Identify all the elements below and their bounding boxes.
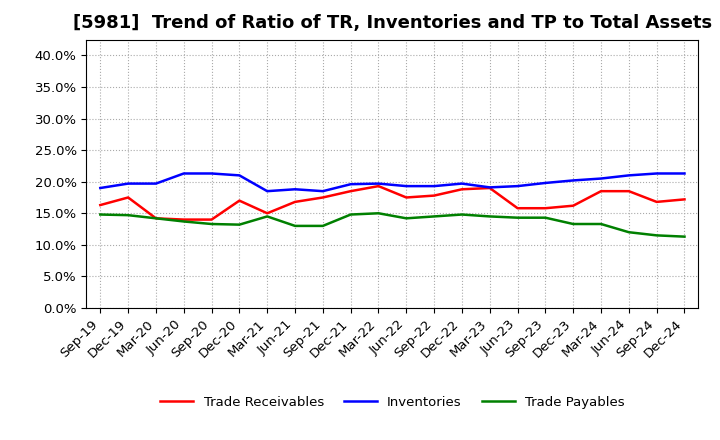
Trade Receivables bbox=[680, 197, 689, 202]
Inventories bbox=[402, 183, 410, 189]
Trade Receivables bbox=[374, 183, 383, 189]
Trade Payables bbox=[124, 213, 132, 218]
Inventories bbox=[485, 185, 494, 190]
Trade Receivables bbox=[152, 216, 161, 221]
Inventories bbox=[374, 181, 383, 186]
Trade Receivables bbox=[624, 188, 633, 194]
Trade Payables bbox=[680, 234, 689, 239]
Inventories bbox=[680, 171, 689, 176]
Trade Payables bbox=[235, 222, 243, 227]
Trade Payables bbox=[652, 233, 661, 238]
Inventories bbox=[207, 171, 216, 176]
Inventories bbox=[346, 182, 355, 187]
Trade Receivables bbox=[291, 199, 300, 205]
Trade Receivables bbox=[430, 193, 438, 198]
Trade Payables bbox=[96, 212, 104, 217]
Trade Payables bbox=[263, 214, 271, 219]
Title: [5981]  Trend of Ratio of TR, Inventories and TP to Total Assets: [5981] Trend of Ratio of TR, Inventories… bbox=[73, 15, 712, 33]
Trade Payables bbox=[569, 221, 577, 227]
Trade Receivables bbox=[346, 188, 355, 194]
Trade Payables bbox=[318, 223, 327, 228]
Trade Receivables bbox=[541, 205, 550, 211]
Trade Receivables bbox=[179, 217, 188, 222]
Inventories bbox=[458, 181, 467, 186]
Inventories bbox=[652, 171, 661, 176]
Inventories bbox=[430, 183, 438, 189]
Line: Inventories: Inventories bbox=[100, 173, 685, 191]
Trade Payables bbox=[291, 223, 300, 228]
Inventories bbox=[291, 187, 300, 192]
Trade Payables bbox=[346, 212, 355, 217]
Inventories bbox=[152, 181, 161, 186]
Trade Payables bbox=[458, 212, 467, 217]
Trade Payables bbox=[597, 221, 606, 227]
Trade Receivables bbox=[318, 195, 327, 200]
Inventories bbox=[597, 176, 606, 181]
Trade Payables bbox=[485, 214, 494, 219]
Inventories bbox=[513, 183, 522, 189]
Trade Payables bbox=[374, 211, 383, 216]
Trade Receivables bbox=[458, 187, 467, 192]
Inventories bbox=[624, 173, 633, 178]
Inventories bbox=[124, 181, 132, 186]
Legend: Trade Receivables, Inventories, Trade Payables: Trade Receivables, Inventories, Trade Pa… bbox=[155, 391, 630, 414]
Inventories bbox=[235, 173, 243, 178]
Trade Receivables bbox=[597, 188, 606, 194]
Trade Receivables bbox=[485, 185, 494, 191]
Trade Receivables bbox=[96, 202, 104, 208]
Trade Payables bbox=[541, 215, 550, 220]
Trade Payables bbox=[179, 219, 188, 224]
Trade Receivables bbox=[207, 217, 216, 222]
Trade Payables bbox=[513, 215, 522, 220]
Trade Payables bbox=[430, 214, 438, 219]
Trade Payables bbox=[207, 221, 216, 227]
Inventories bbox=[263, 188, 271, 194]
Trade Receivables bbox=[652, 199, 661, 205]
Trade Receivables bbox=[124, 195, 132, 200]
Inventories bbox=[96, 185, 104, 191]
Trade Payables bbox=[402, 216, 410, 221]
Trade Receivables bbox=[402, 195, 410, 200]
Trade Receivables bbox=[263, 211, 271, 216]
Line: Trade Receivables: Trade Receivables bbox=[100, 186, 685, 220]
Trade Receivables bbox=[569, 203, 577, 208]
Trade Receivables bbox=[235, 198, 243, 203]
Trade Payables bbox=[624, 230, 633, 235]
Inventories bbox=[569, 178, 577, 183]
Trade Payables bbox=[152, 216, 161, 221]
Inventories bbox=[179, 171, 188, 176]
Inventories bbox=[541, 180, 550, 186]
Inventories bbox=[318, 188, 327, 194]
Trade Receivables bbox=[513, 205, 522, 211]
Line: Trade Payables: Trade Payables bbox=[100, 213, 685, 237]
